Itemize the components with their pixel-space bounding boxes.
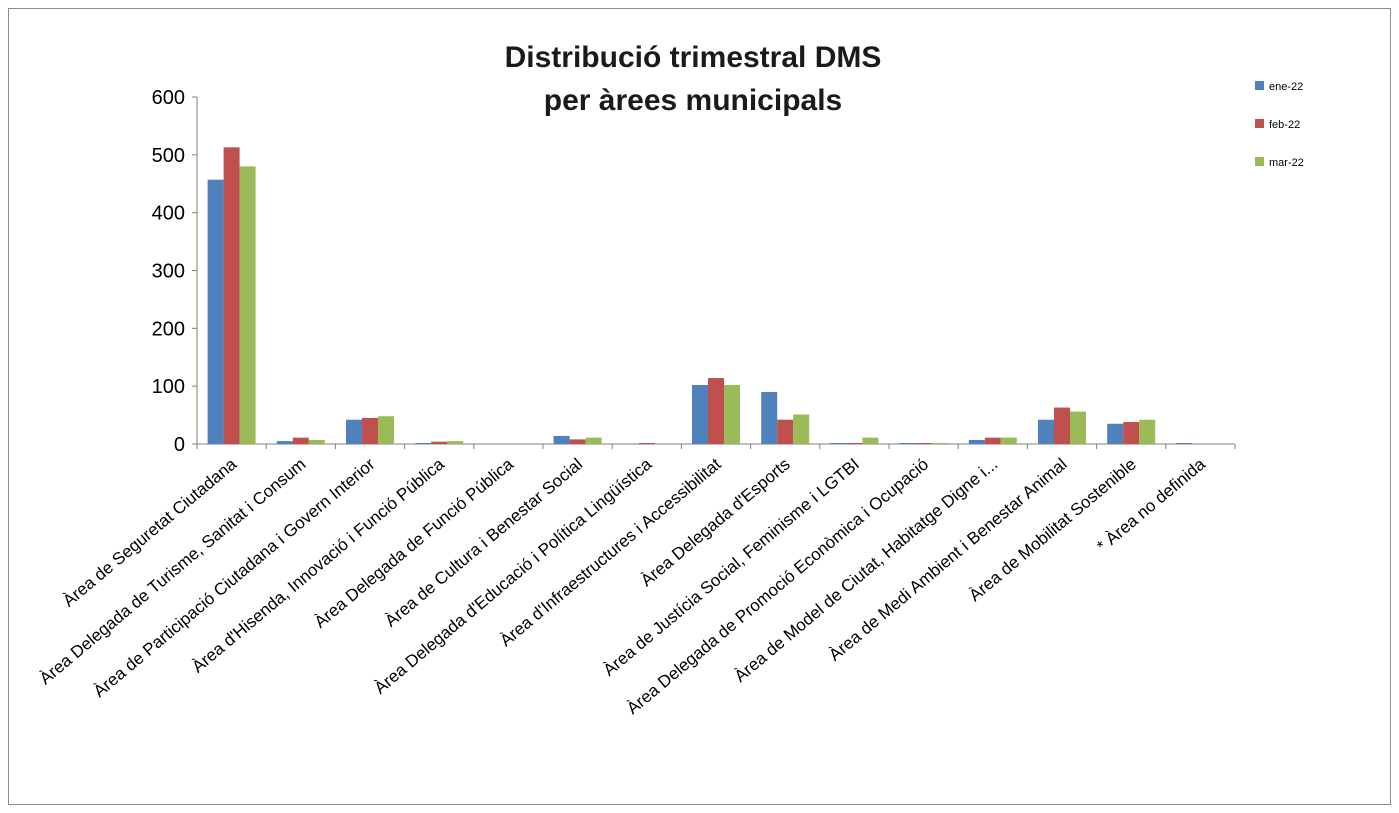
y-tick-label: 0 [174, 434, 185, 456]
legend-swatch-feb-22 [1255, 119, 1264, 128]
bar-ene-22-4 [415, 443, 432, 444]
x-axis [196, 443, 1236, 449]
bar-chart: Distribució trimestral DMS per àrees mun… [36, 41, 1304, 718]
bar-mar-22-8 [724, 385, 740, 444]
bar-ene-22-6 [553, 435, 570, 444]
y-tick-label: 100 [152, 376, 185, 398]
bar-feb-22-13 [1054, 407, 1070, 444]
bar-feb-22-3 [362, 417, 378, 444]
bar-mar-22-12 [1000, 437, 1017, 444]
bar-mar-22-11 [931, 443, 948, 444]
bar-mar-22-10 [862, 437, 879, 444]
bar-ene-22-3 [346, 419, 362, 444]
x-tick-label: Àrea de Participació Ciutadana i Govern … [90, 454, 379, 701]
bar-feb-22-1 [223, 147, 240, 444]
bar-feb-22-12 [984, 437, 1001, 444]
y-tick-label: 600 [152, 87, 185, 109]
x-tick-label: Àrea de Model de Ciutat, Habitatge Digne… [731, 455, 1002, 686]
bar-feb-22-6 [569, 439, 586, 444]
bar-ene-22-8 [692, 385, 708, 444]
x-tick-label: Àrea d'Hisenda, Innovació i Funció Públi… [188, 454, 448, 676]
bar-feb-22-2 [292, 437, 309, 444]
legend-label-feb-22: feb-22 [1269, 119, 1300, 131]
bar-feb-22-4 [431, 441, 448, 444]
y-axis: 0 100 200 300 400 500 600 [152, 87, 198, 456]
bar-mar-22-1 [239, 166, 256, 444]
bar-ene-22-14 [1107, 423, 1124, 444]
chart-title: Distribució trimestral DMS per àrees mun… [505, 41, 882, 117]
bar-feb-22-8 [708, 378, 724, 444]
bar-mar-22-6 [585, 437, 602, 444]
x-tick-label: Àrea Delegada de Turisme, Sanitat i Cons… [36, 455, 310, 689]
bars [207, 147, 1193, 444]
legend-label-mar-22: mar-22 [1269, 157, 1304, 169]
chart-title-line-1: Distribució trimestral DMS [505, 41, 882, 74]
y-tick-label: 400 [152, 203, 185, 225]
bar-mar-22-3 [378, 416, 394, 444]
bar-ene-22-10 [830, 443, 847, 444]
bar-mar-22-9 [793, 414, 810, 444]
bar-mar-22-14 [1139, 419, 1156, 444]
bar-feb-22-14 [1123, 422, 1140, 444]
legend: ene-22 feb-22 mar-22 [1255, 81, 1304, 169]
bar-ene-22-12 [968, 439, 985, 444]
bar-ene-22-1 [207, 179, 224, 444]
chart-frame: Distribució trimestral DMS per àrees mun… [8, 8, 1391, 805]
legend-swatch-mar-22 [1255, 157, 1264, 166]
bar-mar-22-4 [447, 441, 464, 444]
bar-ene-22-2 [276, 441, 293, 444]
x-tick-label: Àrea de Medi Ambient i Benestar Animal [825, 455, 1070, 665]
bar-feb-22-10 [846, 443, 863, 444]
bar-feb-22-9 [777, 419, 794, 444]
y-tick-label: 300 [152, 261, 185, 283]
bar-ene-22-11 [899, 443, 916, 444]
legend-swatch-ene-22 [1255, 81, 1264, 90]
bar-feb-22-11 [915, 443, 932, 444]
chart-title-line-2: per àrees municipals [544, 84, 842, 117]
bar-ene-22-13 [1038, 419, 1054, 444]
bar-mar-22-2 [308, 439, 325, 444]
bar-feb-22-7 [638, 443, 655, 444]
legend-label-ene-22: ene-22 [1269, 81, 1303, 93]
y-tick-label: 500 [152, 145, 185, 167]
bar-ene-22-15 [1176, 443, 1193, 444]
x-tick-label: Àrea de Justícia Social, Feminisme i LGT… [600, 455, 863, 680]
bar-ene-22-9 [761, 391, 778, 444]
bar-mar-22-13 [1070, 411, 1086, 444]
y-tick-label: 200 [152, 318, 185, 340]
